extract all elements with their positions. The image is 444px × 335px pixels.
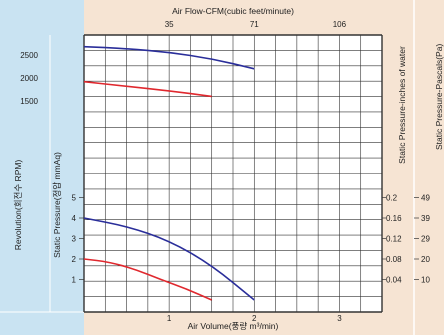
- y-inches-tick-label: 0.2: [386, 194, 398, 203]
- y-rpm-tick-label: 2000: [20, 74, 38, 83]
- blue-pressure-curve: [83, 217, 255, 301]
- y-rpm-axis-title: Revolution(회전수 RPM): [13, 160, 23, 251]
- y-pressure-tick-label: 5: [72, 194, 77, 203]
- left-panel: [0, 0, 84, 335]
- top-panel: [84, 0, 414, 35]
- y-pressure-axis-title: Static Pressure(정압 mmAq): [52, 152, 62, 258]
- blue-rpm-curve: [83, 45, 255, 70]
- y-pascals-tick-label: 10: [421, 276, 430, 285]
- y-pressure-tick-label: 1: [72, 276, 77, 285]
- y-rpm-tick-label: 2500: [20, 51, 38, 60]
- bottom-panel: [84, 312, 414, 335]
- x-top-tick-label: 106: [333, 20, 347, 29]
- y-pascals-tick-label: 29: [421, 235, 430, 244]
- x-bottom-tick-label: 1: [167, 314, 172, 323]
- y-inches-tick-label: 0.16: [386, 214, 402, 223]
- y-inches-tick-label: 0.08: [386, 255, 402, 264]
- y-pascals-tick-label: 39: [421, 214, 430, 223]
- x-top-tick-label: 35: [165, 20, 174, 29]
- x-bottom-tick-label: 2: [252, 314, 257, 323]
- y-pascals-tick-label: 20: [421, 255, 430, 264]
- y-pascals-axis-title: Static Pressure-Pascals(Pa): [434, 44, 444, 150]
- y-inches-tick-label: 0.04: [386, 276, 402, 285]
- performance-curves: [83, 45, 255, 301]
- tick-labels: 1 2 3 35 71 106 1500 2000 2500 1 2 3 4 5 0.04 0.08 0.12 0…: [20, 20, 430, 323]
- grid-lines: [83, 34, 383, 313]
- y-inches-axis-title: Static Pressure-inches of water: [397, 46, 407, 164]
- red-rpm-curve: [83, 80, 212, 98]
- y-pressure-tick-label: 4: [72, 214, 77, 223]
- x-top-axis-title: Air Flow-CFM(cubic feet/minute): [172, 6, 294, 16]
- y-pascals-tick-label: 49: [421, 194, 430, 203]
- y-pressure-tick-label: 3: [72, 235, 77, 244]
- right-panel: [382, 35, 414, 312]
- x-bottom-axis-title: Air Volume(풍량 m³/min): [188, 321, 279, 331]
- red-pressure-curve: [83, 258, 213, 301]
- x-bottom-tick-label: 3: [337, 314, 342, 323]
- y-rpm-tick-label: 1500: [20, 97, 38, 106]
- y-inches-tick-label: 0.12: [386, 235, 402, 244]
- y-pressure-tick-label: 2: [72, 255, 77, 264]
- x-top-tick-label: 71: [250, 20, 259, 29]
